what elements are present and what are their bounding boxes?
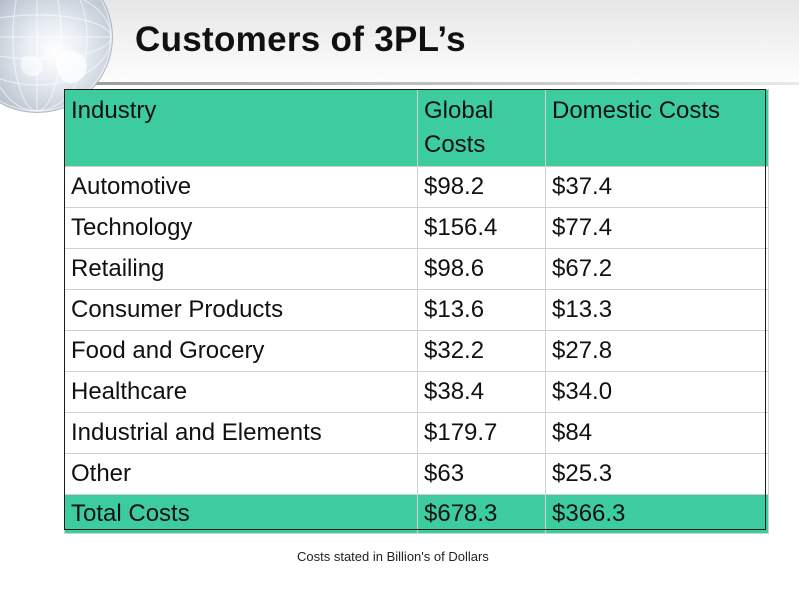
total-global-cell: $678.3 (417, 494, 546, 534)
industry-cell: Food and Grocery (64, 330, 418, 372)
table-row: Automotive $98.2 $37.4 (64, 166, 769, 208)
industry-cell: Industrial and Elements (64, 412, 418, 454)
domestic-cost-cell: $77.4 (545, 207, 769, 249)
global-cost-cell: $38.4 (417, 371, 546, 413)
table-total-row: Total Costs $678.3 $366.3 (64, 494, 769, 534)
domestic-cost-cell: $13.3 (545, 289, 769, 331)
header-rule (60, 82, 799, 85)
costs-table-container: Industry Global Costs Domestic Costs Aut… (64, 89, 769, 534)
header-global-costs: Global Costs (417, 89, 546, 167)
global-cost-cell: $98.2 (417, 166, 546, 208)
table-header-row: Industry Global Costs Domestic Costs (64, 89, 769, 167)
footnote: Costs stated in Billion's of Dollars (297, 549, 489, 564)
table-row: Food and Grocery $32.2 $27.8 (64, 330, 769, 372)
domestic-cost-cell: $84 (545, 412, 769, 454)
costs-table: Industry Global Costs Domestic Costs Aut… (64, 89, 769, 534)
table-row: Other $63 $25.3 (64, 453, 769, 495)
total-domestic-cell: $366.3 (545, 494, 769, 534)
global-cost-cell: $13.6 (417, 289, 546, 331)
global-cost-cell: $63 (417, 453, 546, 495)
slide-title: Customers of 3PL’s (135, 20, 466, 59)
globe-icon (0, 0, 112, 112)
header-industry: Industry (64, 89, 418, 167)
industry-cell: Retailing (64, 248, 418, 290)
industry-cell: Consumer Products (64, 289, 418, 331)
global-cost-cell: $98.6 (417, 248, 546, 290)
global-cost-cell: $32.2 (417, 330, 546, 372)
table-row: Technology $156.4 $77.4 (64, 207, 769, 249)
industry-cell: Automotive (64, 166, 418, 208)
domestic-cost-cell: $67.2 (545, 248, 769, 290)
table-row: Industrial and Elements $179.7 $84 (64, 412, 769, 454)
table-row: Healthcare $38.4 $34.0 (64, 371, 769, 413)
industry-cell: Other (64, 453, 418, 495)
table-row: Retailing $98.6 $67.2 (64, 248, 769, 290)
global-cost-cell: $156.4 (417, 207, 546, 249)
table-row: Consumer Products $13.6 $13.3 (64, 289, 769, 331)
domestic-cost-cell: $34.0 (545, 371, 769, 413)
global-cost-cell: $179.7 (417, 412, 546, 454)
header-band (0, 0, 799, 88)
domestic-cost-cell: $27.8 (545, 330, 769, 372)
domestic-cost-cell: $25.3 (545, 453, 769, 495)
header-domestic-costs: Domestic Costs (545, 89, 769, 167)
industry-cell: Technology (64, 207, 418, 249)
industry-cell: Healthcare (64, 371, 418, 413)
domestic-cost-cell: $37.4 (545, 166, 769, 208)
total-label-cell: Total Costs (64, 494, 418, 534)
